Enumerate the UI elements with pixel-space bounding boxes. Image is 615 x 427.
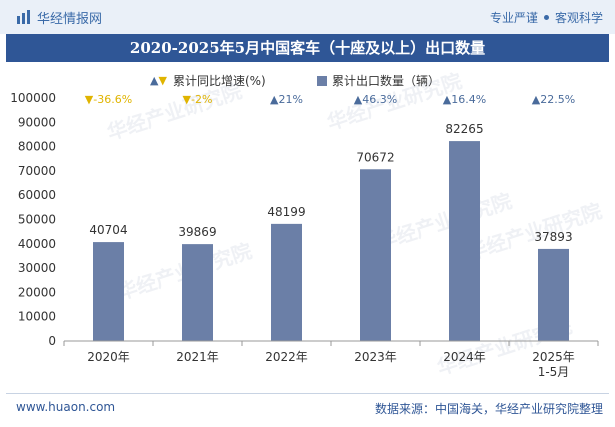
legend-growth-label: 累计同比增速(%) (172, 74, 266, 88)
y-tick-label: 40000 (18, 237, 56, 251)
growth-label: ▲46.3% (354, 93, 397, 106)
up-triangle-icon: ▲ (354, 93, 363, 106)
footer-source: 数据来源：中国海关，华经产业研究院整理 (374, 402, 603, 416)
legend-bar-swatch (317, 75, 327, 86)
chart-title: 2020-2025年5月中国客车（十座及以上）出口数量 (6, 34, 609, 62)
footer-website[interactable]: www.huaon.com (16, 400, 116, 414)
growth-label: ▲21% (270, 93, 303, 106)
y-tick-label: 10000 (18, 310, 56, 324)
y-tick-label: 20000 (18, 285, 56, 299)
growth-label: ▼-2% (183, 93, 213, 106)
x-tick-label: 2023年 (354, 350, 397, 364)
bar-value-label: 40704 (89, 223, 127, 237)
tagline: 专业严谨 客观科学 (490, 9, 603, 26)
y-tick-label: 0 (48, 334, 56, 348)
growth-value: 22.5% (540, 93, 575, 106)
growth-value: -2% (191, 93, 212, 106)
up-triangle-icon: ▲ (150, 74, 159, 87)
down-triangle-icon: ▼ (85, 93, 94, 106)
bar-value-label: 82265 (445, 122, 483, 136)
y-tick-label: 80000 (18, 140, 56, 154)
up-triangle-icon: ▲ (532, 93, 541, 106)
tagline-right: 客观科学 (554, 11, 603, 25)
bar (93, 242, 124, 341)
bar (360, 169, 391, 341)
legend-bar-label: 累计出口数量（辆） (332, 74, 441, 88)
bar (182, 244, 213, 341)
x-tick-label: 1-5月 (538, 365, 570, 379)
y-tick-label: 100000 (10, 91, 56, 105)
logo-icon (17, 10, 30, 24)
growth-label: ▼-36.6% (85, 93, 132, 106)
bar-value-label: 48199 (267, 205, 305, 219)
bars: 40704 39869 48199 70672 82265 37893 (89, 122, 573, 341)
legend: ▲ ▼ 累计同比增速(%) 累计出口数量（辆） (0, 72, 615, 90)
growth-value: 21% (279, 93, 303, 106)
bar-value-label: 70672 (356, 150, 394, 164)
chart-area: 华经产业研究院华经产业研究院华经产业研究院华经产业研究院华经产业研究院华经产业研… (10, 69, 605, 380)
down-triangle-icon: ▼ (183, 93, 192, 106)
up-triangle-icon: ▲ (443, 93, 452, 106)
growth-label: ▲22.5% (532, 93, 575, 106)
brand[interactable]: 华经情报网 (16, 8, 103, 27)
y-tick-label: 70000 (18, 164, 56, 178)
x-tick-label: 2025年 (532, 350, 575, 364)
bar-value-label: 37893 (534, 230, 572, 244)
footer-divider (6, 393, 609, 394)
tagline-left: 专业严谨 (489, 11, 538, 25)
growth-label: ▲16.4% (443, 93, 486, 106)
watermark-text: 华经产业研究院 (104, 79, 245, 145)
legend-growth: ▲ ▼ 累计同比增速(%) (150, 72, 266, 89)
brand-name: 华经情报网 (37, 11, 103, 27)
bar (449, 141, 480, 341)
x-tick-label: 2021年 (176, 350, 219, 364)
down-triangle-icon: ▼ (158, 74, 167, 87)
growth-value: 46.3% (362, 93, 397, 106)
y-tick-label: 50000 (18, 213, 56, 227)
y-tick-label: 90000 (18, 115, 56, 129)
y-axis: 0 10000 20000 30000 40000 50000 60000 70000 8000… (10, 91, 56, 348)
bar (271, 223, 302, 341)
legend-bar: 累计出口数量（辆） (317, 72, 440, 89)
growth-value: 16.4% (451, 93, 486, 106)
tagline-dot-icon (543, 15, 549, 20)
x-tick-label: 2024年 (443, 350, 486, 364)
top-bar: 华经情报网 专业严谨 客观科学 (0, 0, 615, 34)
up-triangle-icon: ▲ (270, 93, 279, 106)
y-tick-label: 60000 (18, 188, 56, 202)
bar-value-label: 39869 (178, 225, 216, 239)
bar (538, 248, 569, 341)
growth-value: -36.6% (93, 93, 132, 106)
y-tick-label: 30000 (18, 261, 56, 275)
x-tick-label: 2022年 (265, 350, 308, 364)
growth-labels: ▼-36.6% ▼-2% ▲21% ▲46.3% ▲16.4% ▲22.5% (85, 93, 575, 106)
x-tick-label: 2020年 (87, 350, 130, 364)
